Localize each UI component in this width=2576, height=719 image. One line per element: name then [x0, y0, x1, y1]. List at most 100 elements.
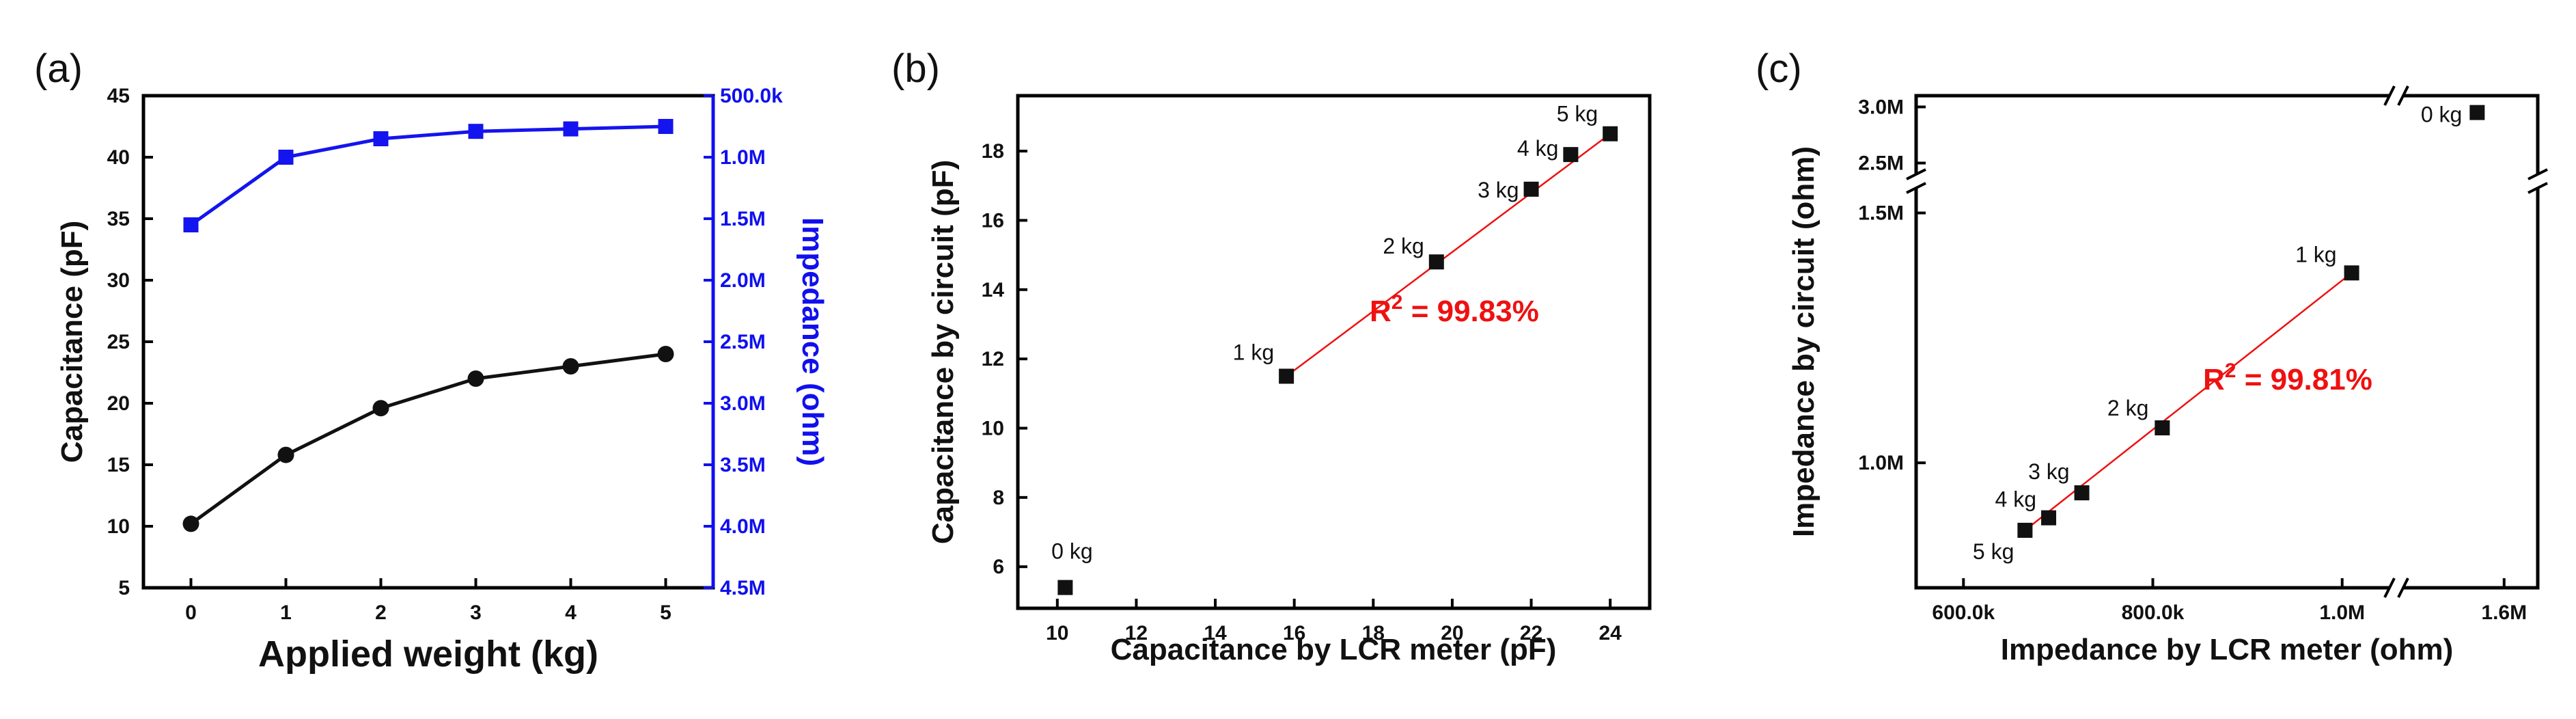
x-tick-label: 0 — [185, 601, 197, 624]
data-point-impedance — [373, 131, 389, 146]
y-tick-label: 3.0M — [1858, 96, 1904, 118]
point-label: 3 kg — [1478, 178, 1519, 202]
panel-c-y-ticks: 1.0M 1.5M 2.5M 3.0M — [1858, 96, 1926, 474]
panel-b-r2-sup: 2 — [1391, 291, 1403, 314]
y-tick-label: 45 — [107, 85, 130, 107]
data-point-capacitance — [372, 400, 389, 417]
x-tick-label: 3 — [470, 601, 482, 624]
panel-c-frame — [1914, 94, 2540, 590]
x-break-slash — [2383, 85, 2396, 106]
panel-c: (c) 600.0k 800.0k 1.0M 1.6M 1.0M 1.5M 2.5M 3.0… — [1756, 46, 2548, 666]
y2-tick-label: 1.5M — [720, 208, 766, 230]
y-tick-label: 8 — [993, 487, 1004, 509]
panel-b-fit — [1286, 133, 1611, 377]
x-break-gap — [2390, 90, 2402, 101]
x-tick-label: 18 — [1362, 622, 1385, 645]
panel-c-x-title: Impedance by LCR meter (ohm) — [2001, 633, 2454, 666]
y-break-slash — [1906, 168, 1926, 180]
x-tick-label: 14 — [1204, 622, 1227, 645]
panel-c-r2-base: R — [2203, 363, 2225, 396]
data-point-capacitance — [182, 515, 199, 532]
panel-c-r2-annotation: R2 = 99.81% — [2203, 360, 2372, 396]
point-label: 2 kg — [1383, 234, 1424, 258]
panel-a-y-ticks: 5 10 15 20 25 30 35 40 45 — [107, 85, 153, 599]
x-break-slash — [2383, 578, 2396, 598]
y2-tick-label: 4.0M — [720, 515, 766, 538]
y2-tick-label: 3.0M — [720, 392, 766, 415]
point-label: 4 kg — [1517, 136, 1558, 161]
data-point-impedance — [468, 124, 484, 139]
data-point — [2344, 265, 2359, 281]
y2-tick-label: 1.0M — [720, 146, 766, 169]
data-point — [1603, 126, 1618, 141]
y-tick-label: 18 — [982, 140, 1004, 163]
panel-b-r2-base: R — [1370, 295, 1391, 328]
data-point — [1563, 147, 1579, 163]
y-tick-label: 16 — [982, 209, 1004, 232]
point-label: 4 kg — [1995, 487, 2036, 512]
x-tick-label: 12 — [1125, 622, 1148, 645]
panel-c-x-ticks: 600.0k 800.0k 1.0M 1.6M — [1932, 578, 2527, 624]
y-tick-label: 25 — [107, 331, 130, 353]
data-point — [1279, 368, 1294, 384]
data-point-capacitance — [467, 370, 484, 387]
point-label: 1 kg — [2295, 242, 2336, 267]
y-break-slash — [2527, 168, 2548, 180]
point-label: 2 kg — [2107, 396, 2148, 420]
panel-c-label: (c) — [1756, 46, 1802, 91]
panel-b-y-ticks: 6 8 10 12 14 16 18 — [982, 140, 1027, 578]
y-break-gap — [2532, 175, 2543, 187]
panel-b-label: (b) — [891, 46, 940, 91]
data-point-capacitance — [277, 446, 294, 463]
panel-a-label: (a) — [34, 46, 83, 91]
point-label: 3 kg — [2028, 459, 2069, 484]
data-point — [2074, 485, 2090, 501]
panel-b-y-title: Capacitance by circuit (pF) — [926, 160, 960, 544]
y-tick-label: 40 — [107, 146, 130, 169]
point-label: 5 kg — [1557, 102, 1598, 126]
panel-b-frame — [1016, 94, 1652, 610]
panel-b: (b) 10 12 14 16 18 20 22 24 6 8 10 12 14 16 18 0 kg 1 … — [891, 46, 1652, 666]
fit-line — [2024, 272, 2353, 531]
x-break-slash — [2397, 578, 2409, 598]
y2-tick-label: 2.0M — [720, 269, 766, 292]
point-label: 0 kg — [2421, 103, 2462, 127]
y2-tick-label: 4.5M — [720, 577, 766, 599]
series-line-impedance — [190, 124, 666, 227]
y-tick-label: 30 — [107, 269, 130, 292]
panel-b-x-title: Capacitance by LCR meter (pF) — [1111, 633, 1557, 666]
panel-c-y-title: Impedance by circuit (ohm) — [1787, 146, 1820, 537]
panel-c-r2-sup: 2 — [2225, 360, 2236, 382]
panel-b-x-ticks: 10 12 14 16 18 20 22 24 — [1046, 599, 1622, 645]
x-tick-label: 800.0k — [2122, 601, 2185, 624]
data-point-impedance — [658, 119, 674, 134]
panel-a-frame — [141, 94, 715, 590]
point-label: 0 kg — [1051, 539, 1092, 564]
panel-b-r2-annotation: R2 = 99.83% — [1370, 291, 1539, 328]
data-point-impedance — [563, 121, 579, 137]
y-tick-label: 35 — [107, 208, 130, 230]
data-point-capacitance — [657, 346, 674, 362]
data-point — [1428, 254, 1444, 270]
panel-a-y2-ticks: 500.0k 1.0M 1.5M 2.0M 2.5M 3.0M 3.5M 4.0M 4.5M — [704, 85, 783, 599]
y-tick-label: 14 — [982, 279, 1005, 301]
x-tick-label: 24 — [1599, 622, 1622, 645]
y-tick-label: 5 — [118, 577, 130, 599]
data-point — [2469, 105, 2485, 120]
x-tick-label: 10 — [1046, 622, 1068, 645]
data-point-impedance — [183, 217, 199, 232]
data-point — [2017, 522, 2033, 538]
x-tick-label: 600.0k — [1932, 601, 1995, 624]
x-tick-label: 16 — [1283, 622, 1305, 645]
y-tick-label: 1.0M — [1858, 452, 1904, 474]
panel-b-r2-value: = 99.83% — [1402, 295, 1538, 328]
x-break-slash — [2397, 85, 2409, 106]
panel-c-fit — [2024, 272, 2353, 531]
x-tick-label: 4 — [565, 601, 577, 624]
fit-line — [1286, 133, 1611, 377]
panel-a-x-title: Applied weight (kg) — [258, 634, 598, 675]
panel-c-points: 0 kg 1 kg 2 kg 3 kg 4 kg 5 kg — [1973, 103, 2485, 564]
point-label: 5 kg — [1973, 539, 2014, 564]
